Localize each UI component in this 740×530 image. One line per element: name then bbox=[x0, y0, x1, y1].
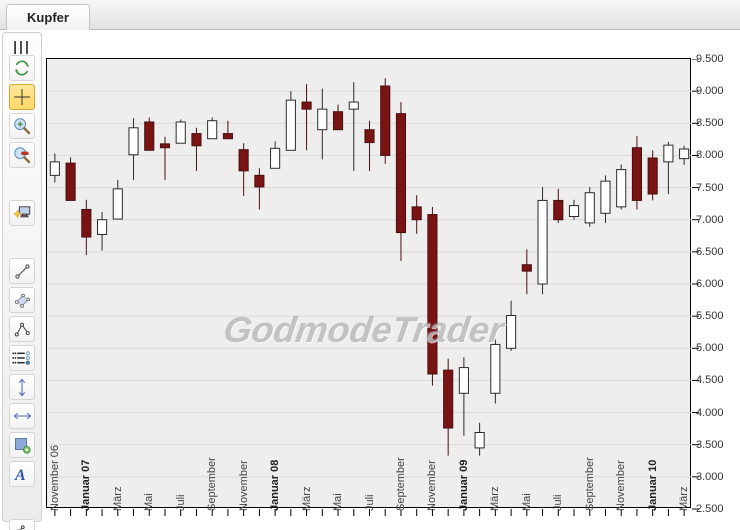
svg-text:A: A bbox=[14, 467, 26, 484]
